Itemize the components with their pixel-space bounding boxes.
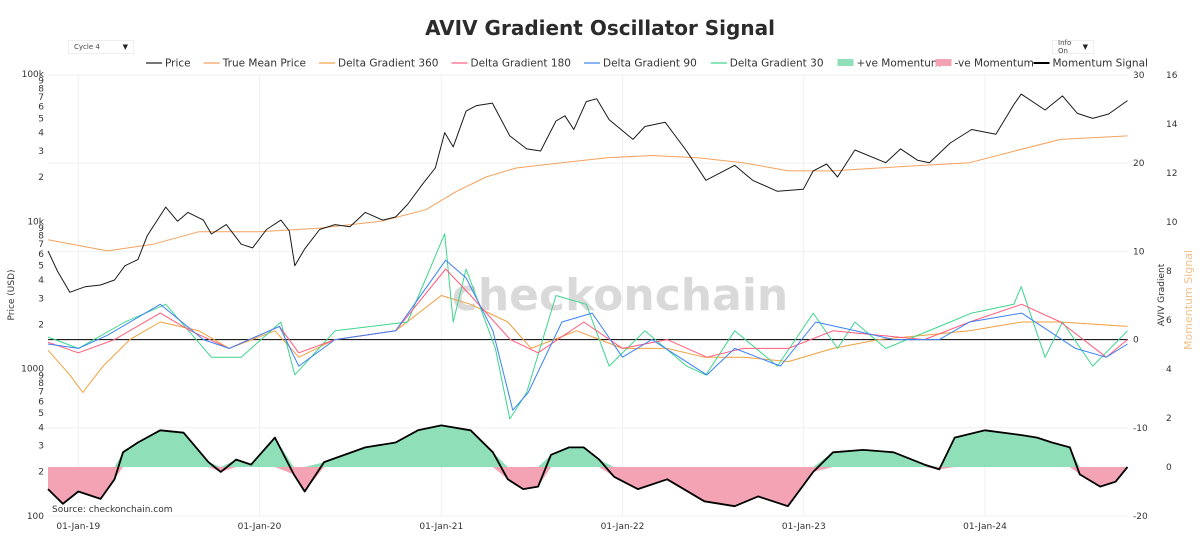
- legend-item: Momentum Signal: [1033, 58, 1148, 70]
- left-axis-tick-label: 8: [38, 379, 44, 389]
- delta-gradient-30-line: [47, 233, 1128, 420]
- left-axis-title: Price (USD): [7, 269, 17, 320]
- positive-momentum-area: [48, 425, 1128, 467]
- right-axis2-tick-label: 6: [1166, 316, 1172, 326]
- legend-label: Price: [165, 58, 191, 70]
- right-axis2-ticks: 0 2 4 6 8 10 12 14 16: [1166, 71, 1178, 473]
- left-axis-tick-label: 6: [38, 397, 44, 407]
- x-axis-ticks: 01-Jan-19 01-Jan-20 01-Jan-21 01-Jan-22 01-J…: [56, 522, 1007, 532]
- left-axis-tick-label: 7: [38, 388, 44, 398]
- chevron-down-icon: ▼: [1082, 43, 1088, 51]
- left-axis-tick-label: 7: [38, 240, 44, 250]
- x-axis-tick-label: 01-Jan-19: [56, 522, 100, 532]
- watermark-text: checkonchain: [452, 270, 788, 321]
- right-axis-tick-label: 20: [1133, 159, 1145, 169]
- source-note: Source: checkonchain.com: [52, 505, 173, 515]
- x-axis-tick-label: 01-Jan-22: [601, 522, 645, 532]
- cycle-dropdown[interactable]: Cycle 4 ▼: [68, 40, 134, 54]
- right-axis-tick-label: -20: [1133, 512, 1148, 522]
- true-mean-price-line: [47, 135, 1128, 252]
- right-axis2-tick-label: 4: [1166, 365, 1172, 375]
- left-axis-tick-label: 8: [38, 232, 44, 242]
- right-axis2-tick-label: 10: [1166, 218, 1178, 228]
- legend-item: Delta Gradient 360: [319, 58, 438, 70]
- legend-label: Delta Gradient 180: [471, 58, 571, 70]
- left-axis-tick-label: 3: [38, 442, 44, 452]
- legend-label: Delta Gradient 360: [338, 58, 438, 70]
- cycle-dropdown-value: Cycle 4: [74, 43, 100, 51]
- right-axis-tick-label: 30: [1133, 71, 1145, 81]
- x-axis-tick-label: 01-Jan-20: [238, 522, 282, 532]
- left-axis-tick-label: 6: [38, 250, 44, 260]
- momentum-signal-line: [47, 424, 1129, 508]
- left-axis-tick-label: 10k: [27, 217, 44, 227]
- legend-label: True Mean Price: [222, 58, 306, 70]
- left-axis-tick-label: 4: [38, 276, 44, 286]
- delta-gradient-180-line: [47, 268, 1128, 358]
- x-axis-tick-label: 01-Jan-24: [963, 522, 1007, 532]
- x-axis-tick-label: 01-Jan-23: [782, 522, 826, 532]
- legend-label: Delta Gradient 90: [603, 58, 697, 70]
- left-axis-tick-label: 6: [38, 103, 44, 113]
- negative-momentum-area: [48, 467, 1128, 507]
- left-axis-tick-label: 1000: [21, 365, 44, 375]
- legend: Price True Mean Price Delta Gradient 360 De…: [146, 58, 1148, 70]
- right-axis-title: AVIV Gradient: [1157, 263, 1167, 326]
- left-axis-tick-label: 100: [27, 512, 44, 522]
- legend-item: Price: [146, 58, 191, 70]
- legend-label: Delta Gradient 30: [730, 58, 824, 70]
- left-axis-tick-label: 5: [38, 409, 44, 419]
- right-axis2-title: Momentum Signal: [1182, 250, 1195, 350]
- legend-item: True Mean Price: [203, 58, 306, 70]
- legend-label: +ve Momentum: [857, 58, 942, 70]
- x-axis-tick-label: 01-Jan-21: [419, 522, 463, 532]
- legend-item: Delta Gradient 30: [710, 58, 824, 70]
- right-axis2-tick-label: 0: [1166, 463, 1172, 473]
- left-axis-tick-label: 9: [38, 77, 44, 87]
- left-axis-tick-label: 5: [38, 262, 44, 272]
- left-axis-tick-label: 100k: [22, 70, 45, 80]
- info-dropdown-value: Info On: [1058, 39, 1072, 55]
- left-axis-tick-label: 2: [38, 468, 44, 478]
- delta-gradient-360-line: [47, 295, 1128, 393]
- legend-swatch: [935, 59, 952, 66]
- right-axis2-tick-label: 12: [1166, 169, 1177, 179]
- chevron-down-icon: ▼: [122, 43, 128, 51]
- left-axis-tick-label: 2: [38, 173, 44, 183]
- left-axis-tick-label: 4: [38, 129, 44, 139]
- left-axis-tick-label: 8: [38, 84, 44, 94]
- right-axis-ticks: -20 -10 0 10 20 30: [1133, 71, 1148, 522]
- legend-label: Momentum Signal: [1053, 58, 1148, 70]
- left-axis-tick-label: 2: [38, 320, 44, 330]
- left-axis-tick-label: 9: [38, 371, 44, 381]
- delta-gradient-90-line: [47, 259, 1128, 411]
- legend-item: -ve Momentum: [935, 58, 1034, 70]
- legend-swatch: [837, 59, 854, 66]
- left-axis-tick-label: 3: [38, 294, 44, 304]
- legend-item: Delta Gradient 180: [451, 58, 571, 70]
- legend-item: Delta Gradient 90: [584, 58, 697, 70]
- legend-label: -ve Momentum: [955, 58, 1034, 70]
- left-axis-tick-label: 5: [38, 114, 44, 124]
- info-dropdown[interactable]: Info On ▼: [1052, 39, 1094, 55]
- right-axis2-tick-label: 14: [1166, 120, 1178, 130]
- legend-item: +ve Momentum: [837, 58, 942, 70]
- left-axis-tick-label: 4: [38, 423, 44, 433]
- right-axis2-tick-label: 16: [1166, 71, 1178, 81]
- left-axis-tick-label: 9: [38, 224, 44, 234]
- chart-title: AVIV Gradient Oscillator Signal: [425, 16, 775, 40]
- price-line: [47, 93, 1128, 293]
- right-axis-tick-label: -10: [1133, 424, 1148, 434]
- right-axis2-tick-label: 2: [1166, 414, 1172, 424]
- left-axis-tick-label: 3: [38, 147, 44, 157]
- right-axis-tick-label: 10: [1133, 247, 1145, 257]
- right-axis-tick-label: 0: [1133, 336, 1139, 346]
- left-axis-tick-label: 7: [38, 93, 44, 103]
- right-axis2-tick-label: 8: [1166, 267, 1172, 277]
